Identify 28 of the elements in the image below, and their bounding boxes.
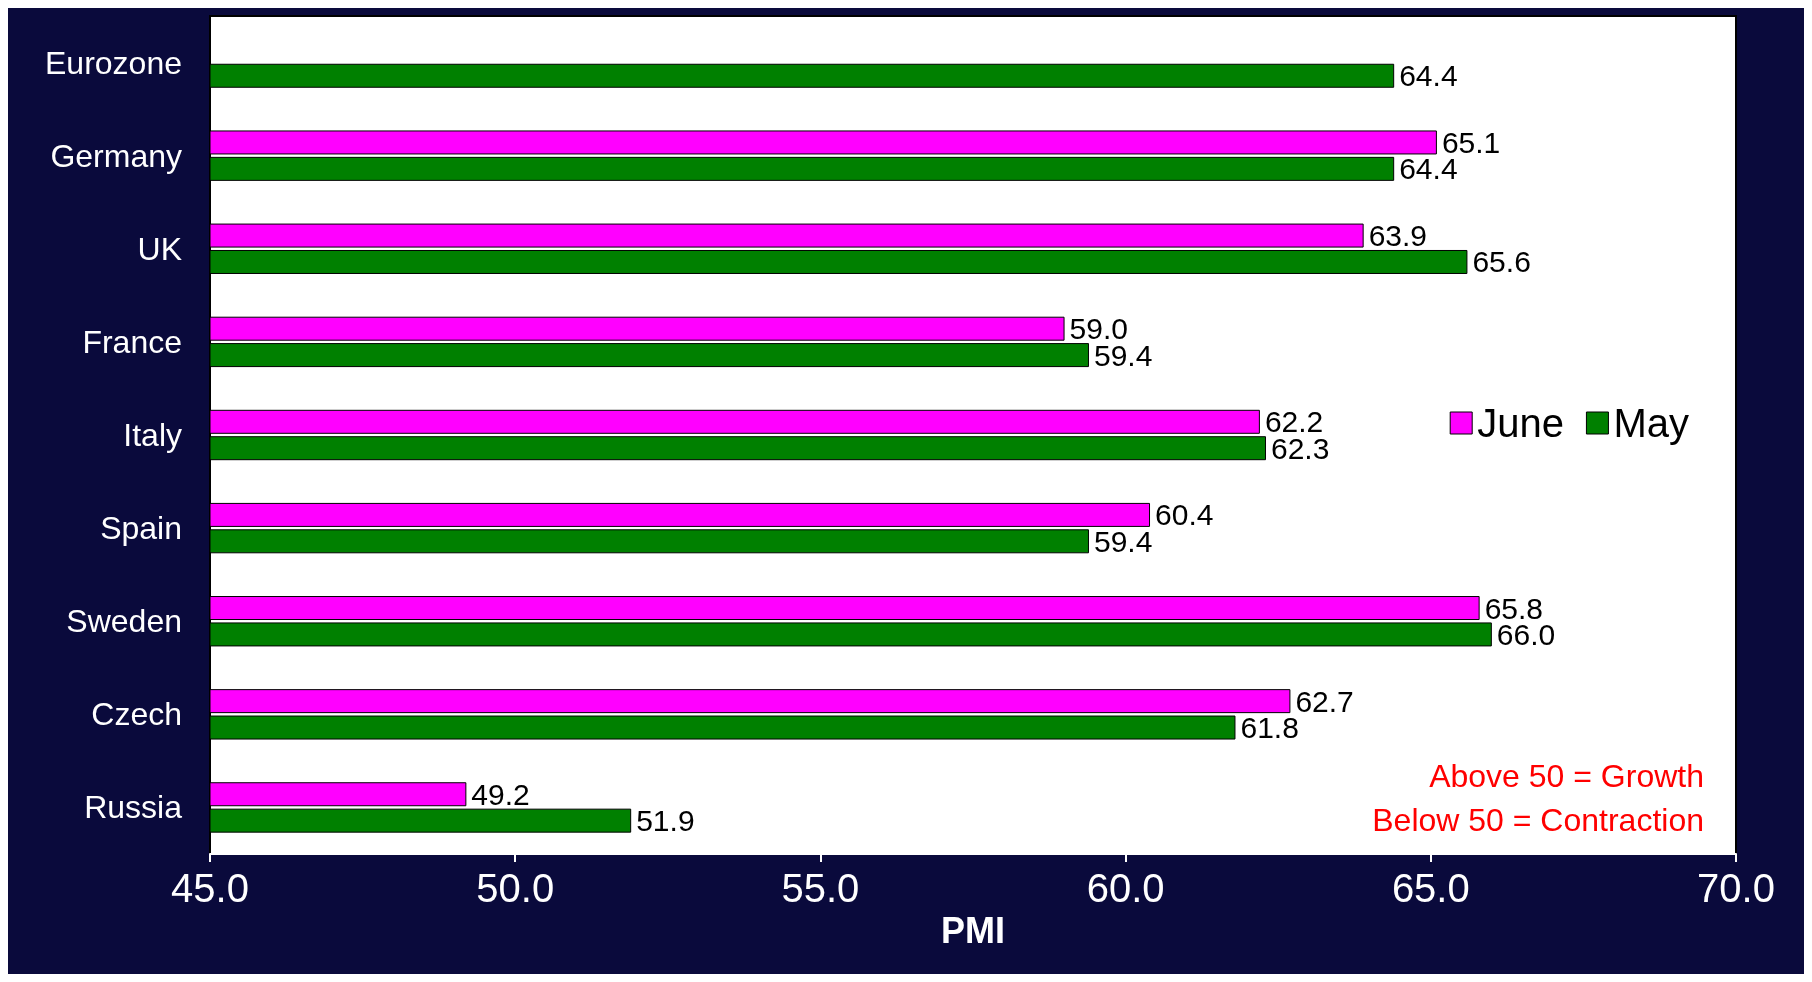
data-label: 60.4 — [1155, 498, 1214, 532]
y-tick-label: Czech — [91, 696, 182, 733]
x-tick-label: 65.0 — [1391, 866, 1470, 910]
x-tick-label: 70.0 — [1697, 866, 1775, 910]
y-tick-label: Russia — [84, 789, 183, 826]
y-tick-label: France — [82, 323, 182, 360]
data-label: 59.4 — [1093, 524, 1153, 558]
y-tick-label: Germany — [50, 137, 182, 174]
x-tick-label: 50.0 — [476, 866, 555, 910]
annotation: Above 50 = Growth — [1429, 758, 1704, 794]
data-label: 64.4 — [1399, 59, 1458, 93]
y-tick-label: Italy — [123, 417, 182, 453]
x-axis-title: PMI — [940, 910, 1006, 952]
y-tick-label: Eurozone — [45, 44, 182, 81]
y-tick-label: Spain — [100, 510, 182, 547]
data-label: 63.9 — [1368, 219, 1428, 253]
x-tick-label: 45.0 — [171, 866, 249, 910]
annotation: Below 50 = Contraction — [1372, 802, 1704, 838]
data-label: 51.9 — [636, 804, 695, 838]
legend-label: June — [1477, 401, 1564, 445]
legend-label: May — [1613, 401, 1690, 445]
data-label: 49.2 — [471, 777, 530, 811]
y-tick-label: Sweden — [66, 603, 182, 640]
y-tick-label: UK — [137, 230, 182, 267]
data-label: 65.8 — [1484, 591, 1544, 625]
x-tick-label: 60.0 — [1086, 866, 1165, 910]
data-label: 65.6 — [1472, 245, 1531, 279]
x-tick-label: 55.0 — [781, 866, 860, 910]
